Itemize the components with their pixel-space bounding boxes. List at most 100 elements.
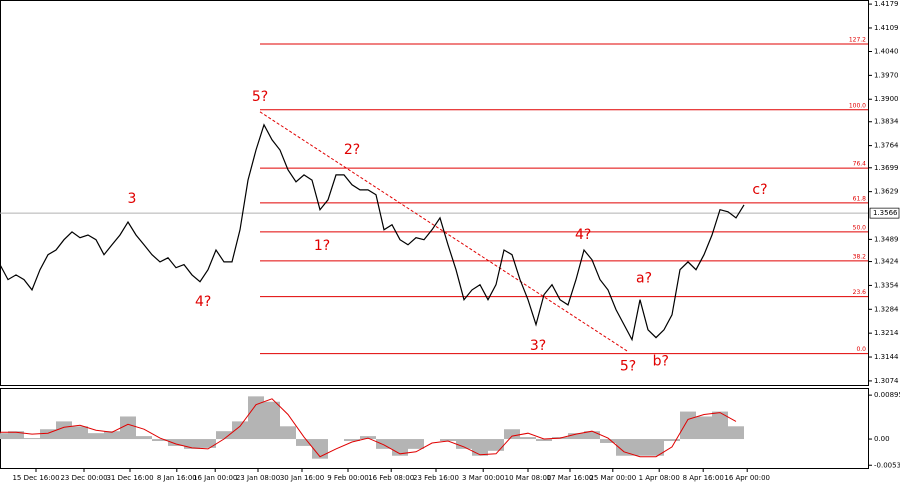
histogram-bar [632, 439, 648, 456]
x-tick-label: 9 Feb 00:00 [327, 474, 368, 482]
y-tick-label: 1.3629 [874, 188, 899, 196]
histogram-bar [120, 416, 136, 440]
histogram-bar [24, 438, 40, 440]
fib-level-label: 38.2 [853, 253, 867, 260]
histogram-bar [680, 411, 696, 440]
fib-level-label: 23.6 [853, 289, 867, 296]
x-tick-label: 16 Apr 00:00 [724, 474, 770, 482]
trendline [259, 111, 629, 353]
y-tick-label: 1.3284 [874, 305, 899, 313]
y-tick-label: 1.3699 [874, 164, 899, 172]
histogram-bar [456, 439, 472, 449]
histogram-bar [696, 416, 712, 440]
y-tick-label: -0.00534 [874, 461, 900, 469]
histogram-bar [296, 439, 312, 446]
histogram-bar [616, 439, 632, 456]
wave-label: 5? [252, 89, 268, 105]
x-tick-label: 23 Feb 16:00 [413, 474, 459, 482]
x-tick-label: 23 Jan 08:00 [236, 474, 280, 482]
x-tick-label: 15 Dec 16:00 [12, 474, 59, 482]
histogram-bar [40, 429, 56, 440]
x-tick-label: 30 Jan 16:00 [280, 474, 324, 482]
histogram-bar [56, 421, 72, 440]
histogram-bar [136, 436, 152, 440]
histogram-bar [184, 439, 200, 449]
histogram-bar [312, 439, 328, 459]
x-tick-label: 8 Jan 16:00 [157, 474, 197, 482]
y-tick-label: 0.00 [874, 435, 890, 443]
histogram-bar [152, 439, 168, 442]
wave-label: 2? [344, 142, 360, 158]
wave-label: a? [636, 271, 652, 287]
wave-label: 4? [195, 294, 211, 310]
fib-level-label: 100.0 [849, 102, 866, 109]
x-tick-label: 17 Mar 16:00 [547, 474, 594, 482]
histogram-bar [584, 431, 600, 440]
wave-label: 5? [620, 359, 636, 375]
histogram-bar [408, 439, 424, 449]
histogram-bar [600, 439, 616, 443]
y-tick-label: 1.3970 [874, 71, 899, 79]
histogram-bar [440, 439, 456, 442]
y-tick-label: 1.3900 [874, 95, 899, 103]
y-tick-label: 1.3354 [874, 281, 899, 289]
y-tick-label: 1.3834 [874, 118, 899, 126]
current-price-box [869, 207, 900, 219]
y-tick-label: 1.4109 [874, 24, 899, 32]
wave-label: c? [752, 182, 767, 198]
histogram-bar [488, 439, 504, 451]
histogram-bar [728, 426, 744, 440]
histogram-bar [168, 439, 184, 446]
x-tick-label: 8 Apr 16:00 [683, 474, 724, 482]
histogram-bar [200, 439, 216, 448]
histogram-bar [504, 429, 520, 440]
price-panel [0, 0, 869, 386]
x-tick-label: 31 Dec 16:00 [106, 474, 153, 482]
histogram-bar [360, 436, 376, 440]
y-tick-label: 1.3074 [874, 377, 899, 385]
histogram-bar [344, 439, 360, 442]
histogram-bar [568, 433, 584, 440]
histogram-bar [472, 439, 488, 456]
histogram-bar [72, 426, 88, 440]
price-line [0, 123, 745, 342]
wave-label: 3 [128, 191, 137, 207]
histogram-bar [232, 421, 248, 440]
fib-level-label: 61.8 [853, 195, 867, 202]
x-tick-label: 10 Mar 08:00 [505, 474, 552, 482]
wave-label: b? [653, 353, 669, 369]
x-tick-label: 16 Feb 08:00 [368, 474, 414, 482]
histogram-bar [0, 433, 8, 440]
histogram-bar [648, 439, 664, 456]
current-price-label: 1.3566 [873, 209, 898, 217]
y-tick-label: 1.4040 [874, 47, 899, 55]
histogram-bar [520, 437, 536, 440]
wave-label: 3? [530, 338, 546, 354]
x-tick-label: 16 Jan 00:00 [193, 474, 237, 482]
fib-level-label: 50.0 [853, 224, 867, 231]
x-tick-label: 3 Mar 00:00 [462, 474, 504, 482]
y-tick-label: 1.3764 [874, 142, 899, 150]
y-tick-label: 1.3489 [874, 235, 899, 243]
x-tick-label: 1 Apr 08:00 [639, 474, 680, 482]
histogram-bar [248, 396, 264, 440]
y-tick-label: 1.3424 [874, 258, 899, 266]
signal-line [0, 398, 737, 458]
x-tick-label: 23 Dec 00:00 [60, 474, 107, 482]
y-tick-label: 0.00895 [874, 391, 900, 399]
fib-level-label: 127.2 [849, 36, 866, 43]
histogram-bar [104, 431, 120, 440]
histogram-bar [264, 401, 280, 440]
wave-label: 1? [314, 238, 330, 254]
histogram-bar [216, 431, 232, 440]
histogram-bar [536, 439, 552, 442]
histogram-bar [664, 439, 680, 442]
y-tick-label: 1.4179 [874, 0, 899, 8]
y-tick-label: 1.3144 [874, 353, 899, 361]
histogram-bar [8, 431, 24, 440]
oscillator-panel [0, 388, 869, 469]
histogram-bar [88, 433, 104, 440]
histogram-bar [280, 426, 296, 440]
